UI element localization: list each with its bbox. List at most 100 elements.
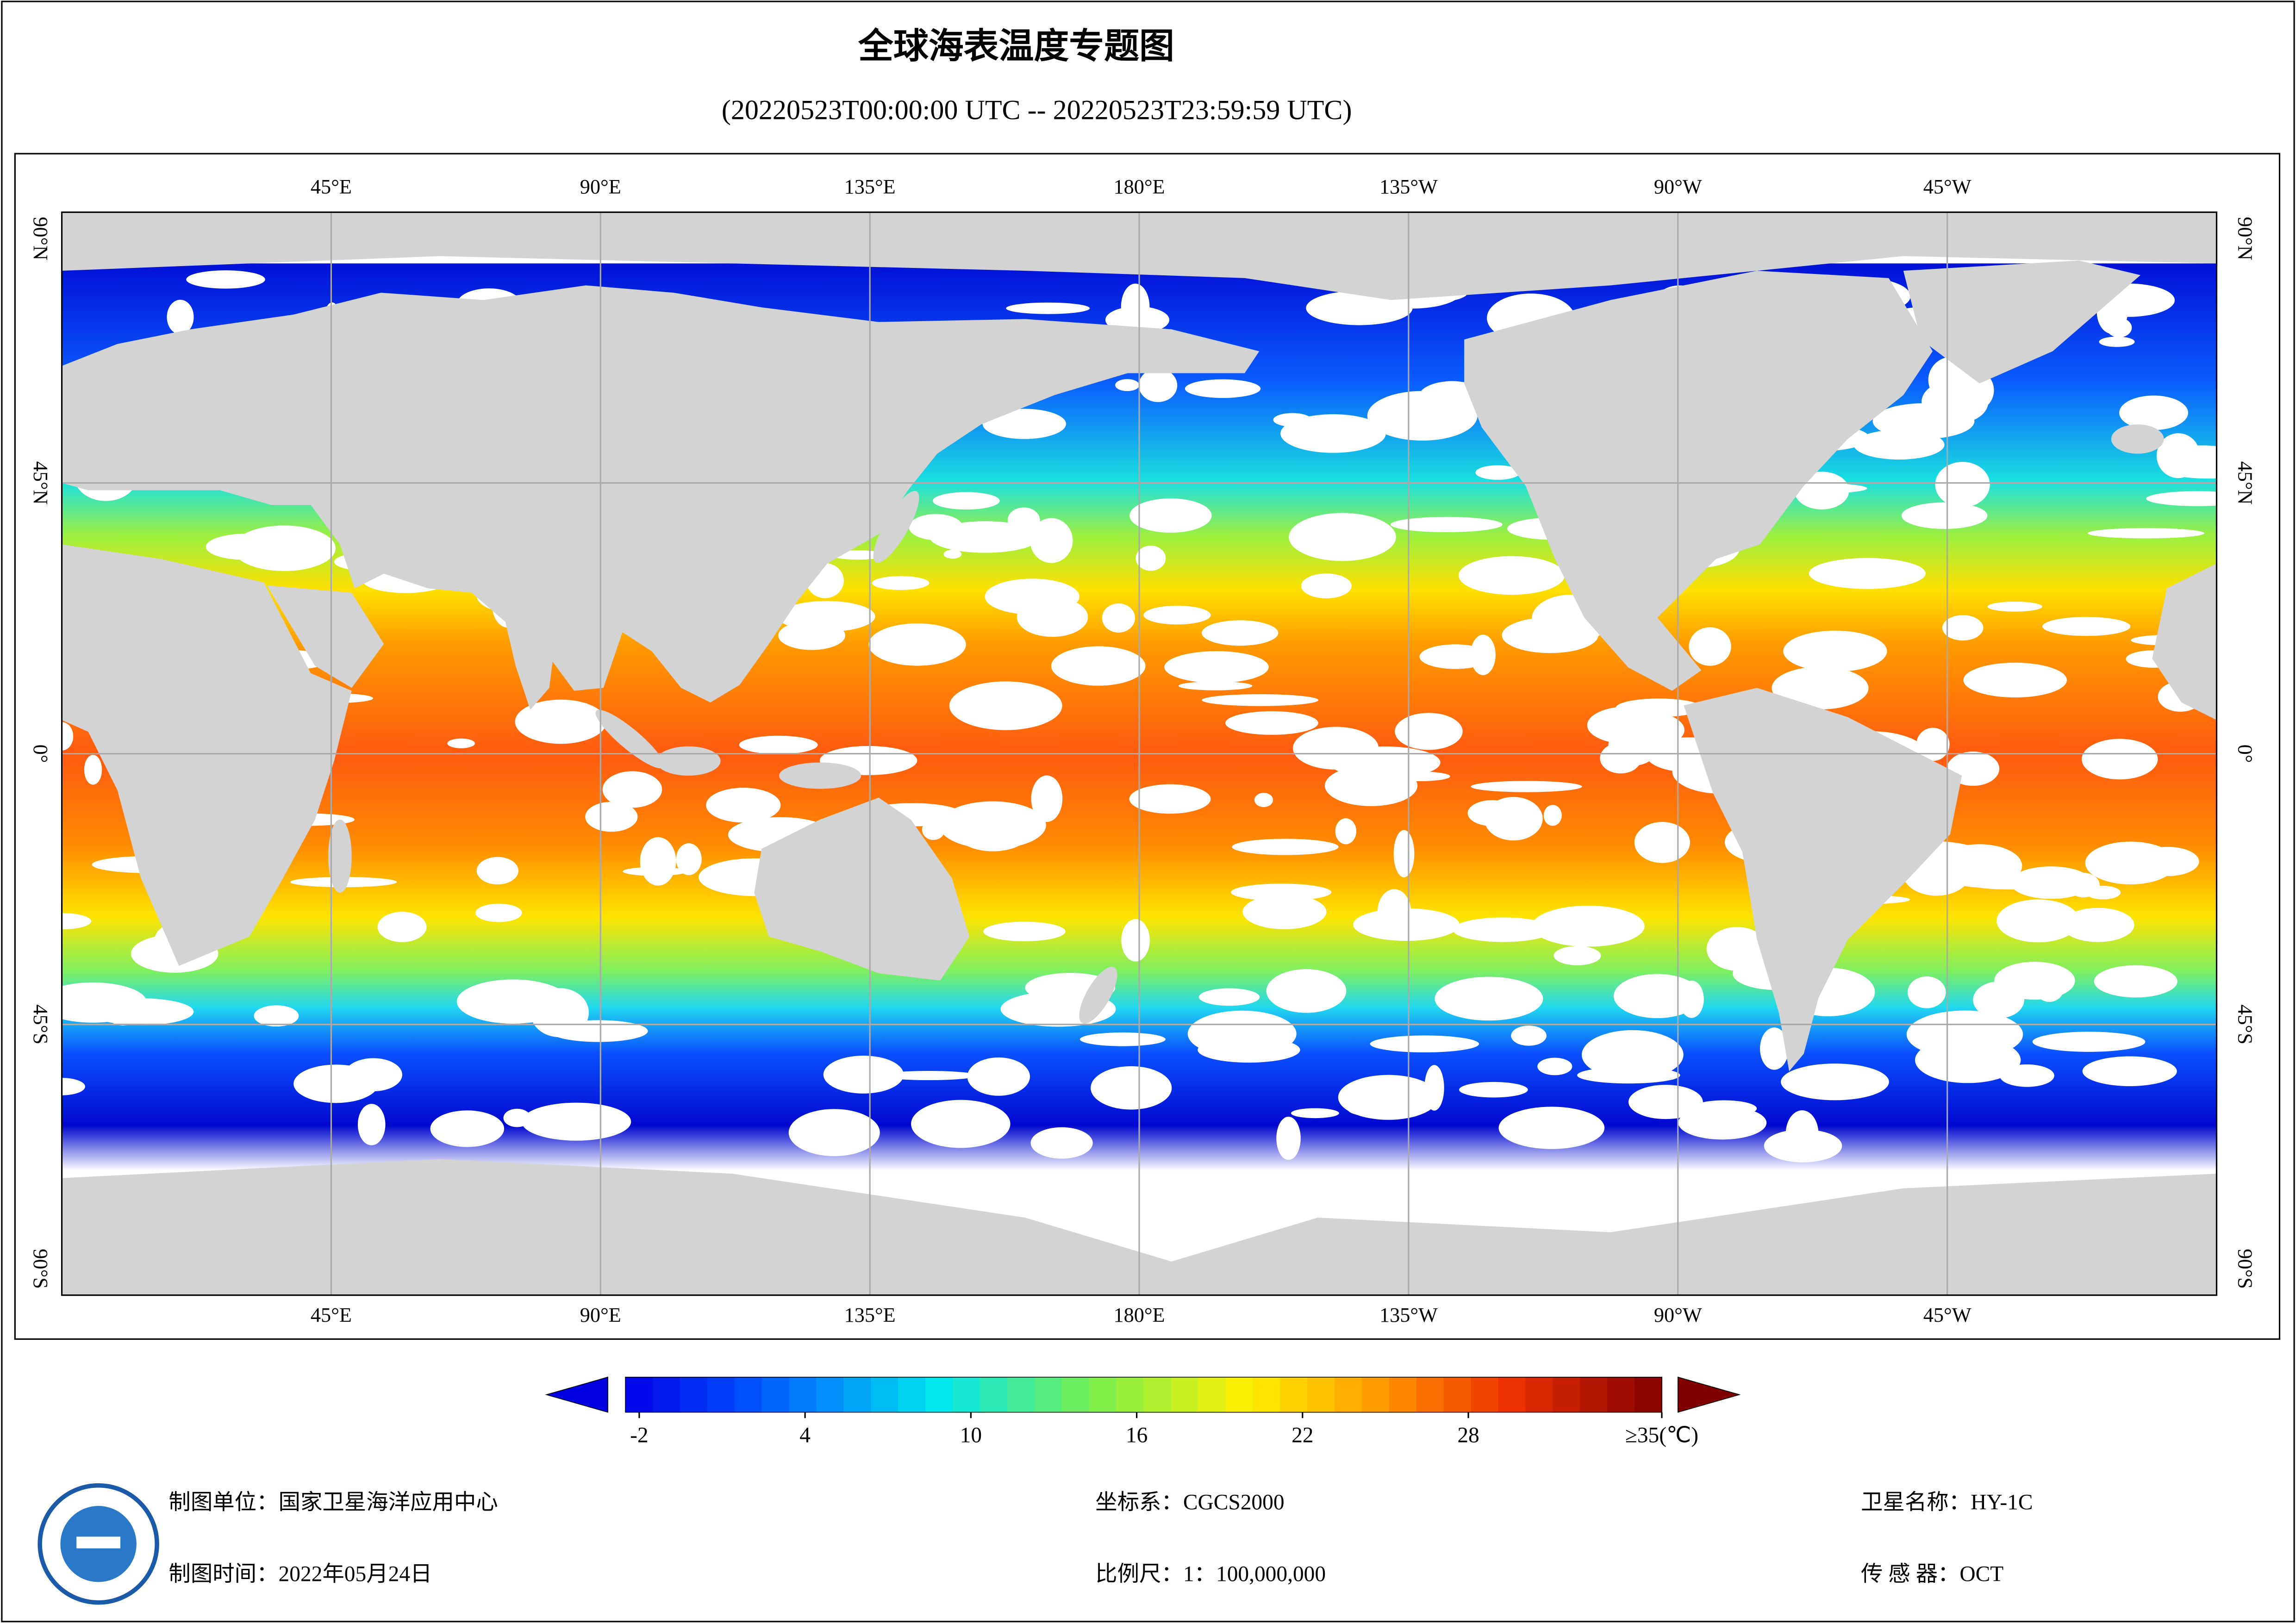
cloud <box>1942 615 1984 640</box>
cloud <box>1809 558 1926 589</box>
colorbar-cell <box>1498 1377 1526 1412</box>
lat-label-right: 90°S <box>2234 1249 2256 1289</box>
cloud <box>1292 727 1379 770</box>
cloud <box>1600 742 1641 774</box>
colorbar-cell <box>816 1377 844 1412</box>
cloud <box>1291 1108 1339 1119</box>
cloud <box>1987 601 2042 612</box>
cloud <box>1202 620 1279 646</box>
cloud <box>1370 1035 1479 1053</box>
cloud <box>1393 830 1415 877</box>
cloud <box>909 514 963 541</box>
colorbar-tick-label: 28 <box>1457 1423 1479 1447</box>
cloud <box>2061 908 2134 942</box>
west-africa <box>2152 563 2217 720</box>
colorbar-cell <box>953 1377 980 1412</box>
cloud <box>880 1071 978 1081</box>
cloud <box>2032 1032 2146 1052</box>
cloud <box>983 921 1066 941</box>
logo-satellite <box>76 1536 121 1548</box>
cloud <box>1242 894 1327 929</box>
cloud <box>1419 644 1491 669</box>
lat-label-left: 45°N <box>29 461 52 505</box>
cloud <box>2156 433 2200 479</box>
cloud <box>1916 728 1950 761</box>
colorbar-cell <box>925 1377 954 1412</box>
cloud <box>1254 793 1273 807</box>
footer-satellite: 卫星名称：HY-1C <box>1861 1491 2033 1515</box>
colorbar-tick-label: 22 <box>1292 1423 1313 1447</box>
cloud <box>868 623 966 666</box>
greenland <box>1903 260 2141 384</box>
madagascar <box>328 819 352 893</box>
cloud <box>1276 1116 1301 1160</box>
cloud <box>447 738 475 748</box>
cloud <box>254 1005 299 1027</box>
cloud <box>1458 556 1565 595</box>
cloud <box>2042 616 2131 636</box>
cloud <box>1772 666 1869 709</box>
lat-label-left: 90°N <box>29 217 52 260</box>
colorbar-cell <box>1580 1377 1608 1412</box>
colorbar-cell <box>652 1377 680 1412</box>
new-guinea <box>779 762 861 789</box>
colorbar-cell <box>680 1377 708 1412</box>
cloud <box>1007 507 1040 533</box>
colorbar-cell <box>1607 1377 1635 1412</box>
lat-label-left: 45°S <box>29 1004 52 1045</box>
cloud <box>967 1057 1030 1096</box>
new-zealand <box>1079 966 1117 1024</box>
lat-label-right: 0° <box>2234 745 2256 763</box>
cloud <box>1187 1010 1297 1057</box>
cloud <box>476 857 519 885</box>
subtitle: (20220523T00:00:00 UTC -- 20220523T23:59… <box>722 94 1352 125</box>
lat-label-left: 0° <box>29 745 52 763</box>
footer-date: 制图时间：2022年05月24日 <box>168 1562 432 1586</box>
colorbar-under-arrow <box>545 1376 608 1413</box>
cloud <box>676 843 702 876</box>
cloud <box>1689 627 1731 666</box>
lat-label-right: 90°N <box>2234 217 2256 260</box>
cloud <box>1853 429 1945 460</box>
colorbar-cell <box>1471 1377 1499 1412</box>
cloud <box>456 979 569 1024</box>
cloud <box>1679 980 1704 1018</box>
cloud <box>206 534 285 560</box>
cloud <box>1139 368 1178 402</box>
cloud <box>1389 771 1450 782</box>
colorbar-cell <box>1280 1377 1308 1412</box>
logo <box>37 1483 159 1605</box>
cloud <box>1391 516 1503 532</box>
cloud <box>1783 630 1887 672</box>
footer-unit: 制图单位：国家卫星海洋应用中心 <box>168 1491 498 1515</box>
cloud <box>89 998 194 1026</box>
cloud <box>640 837 676 886</box>
cloud <box>939 801 1046 849</box>
lon-label-bottom: 180°E <box>1113 1304 1165 1326</box>
cloud <box>1115 379 1140 392</box>
colorbar-cell <box>1225 1377 1254 1412</box>
colorbar-cell <box>1089 1377 1117 1412</box>
cloud <box>1164 651 1269 683</box>
cloud <box>377 912 427 942</box>
cloud <box>1922 380 1989 424</box>
colorbar-cell <box>1553 1377 1581 1412</box>
cloud <box>1198 988 1260 1006</box>
colorbar-cell <box>1525 1377 1554 1412</box>
cloud <box>1121 919 1150 962</box>
colorbar-cell <box>707 1377 735 1412</box>
colorbar-cell <box>980 1377 1008 1412</box>
colorbar-cell <box>1198 1377 1226 1412</box>
cloud <box>778 601 875 632</box>
cloud <box>943 549 962 559</box>
map-body <box>62 212 2217 1295</box>
graticule <box>62 212 2217 1295</box>
colorbar-tick-label: 10 <box>960 1423 982 1447</box>
cloud <box>430 1110 505 1147</box>
lon-label-top: 45°E <box>311 175 352 198</box>
cloud <box>186 270 265 289</box>
colorbar-cell <box>789 1377 817 1412</box>
cloud <box>1543 805 1562 826</box>
